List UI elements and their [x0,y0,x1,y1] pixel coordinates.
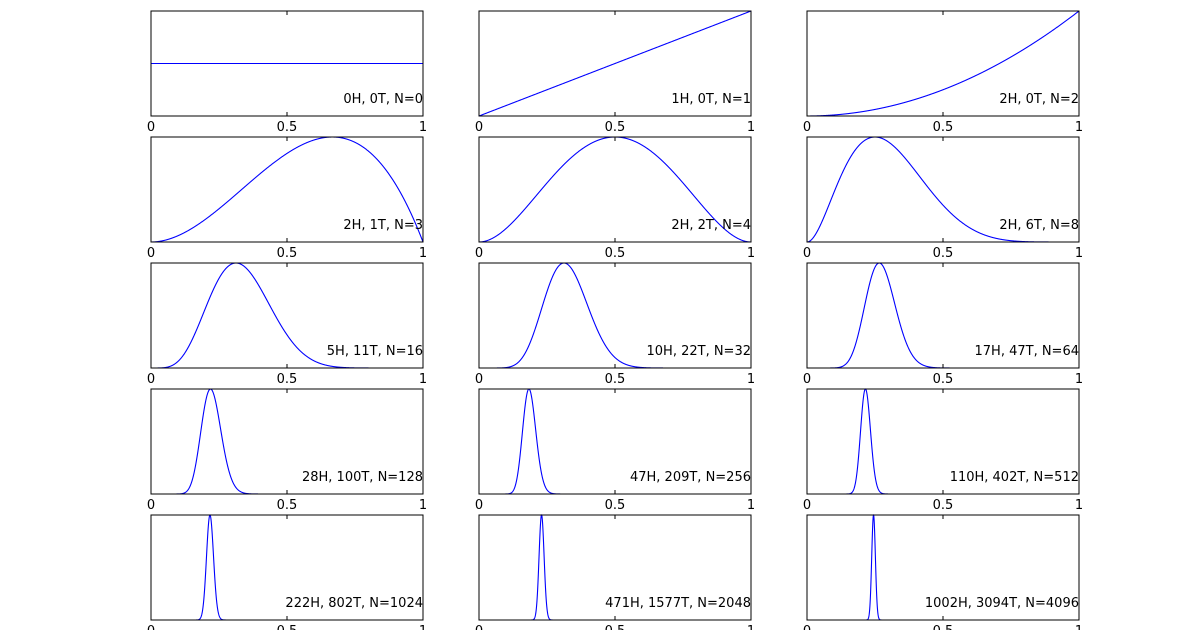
x-tick-label: 0.5 [277,498,298,513]
subplot-11: 0 0.5 1 110H, 402T, N=512 [803,388,1083,513]
subplot-1: 0 0.5 1 1H, 0T, N=1 [475,10,755,135]
x-tick-label: 0 [147,498,155,513]
subplot-label: 110H, 402T, N=512 [950,470,1079,485]
subplot-4: 0 0.5 1 2H, 2T, N=4 [475,136,755,261]
x-tick-label: 1 [747,246,755,261]
x-tick-label: 0.5 [605,372,626,387]
subplot-10: 0 0.5 1 47H, 209T, N=256 [475,388,755,513]
x-tick-label: 1 [419,120,427,135]
x-tick-label: 0 [475,624,483,630]
subplot-9: 0 0.5 1 28H, 100T, N=128 [147,388,427,513]
subplot-label: 5H, 11T, N=16 [327,344,423,359]
density-line [478,10,752,117]
x-tick-label: 1 [1075,372,1083,387]
x-tick-label: 0.5 [605,498,626,513]
x-tick-label: 1 [419,246,427,261]
x-tick-label: 1 [1075,498,1083,513]
subplot-7: 0 0.5 1 10H, 22T, N=32 [475,262,755,387]
subplot-12: 0 0.5 1 222H, 802T, N=1024 [147,514,427,630]
x-tick-label: 0.5 [933,498,954,513]
x-tick-label: 0.5 [277,246,298,261]
subplot-14: 0 0.5 1 1002H, 3094T, N=4096 [803,514,1083,630]
x-tick-label: 0.5 [933,372,954,387]
subplot-13: 0 0.5 1 471H, 1577T, N=2048 [475,514,755,630]
subplot-5: 0 0.5 1 2H, 6T, N=8 [803,136,1083,261]
x-tick-label: 0 [475,498,483,513]
x-tick-label: 1 [747,120,755,135]
x-tick-label: 0.5 [605,246,626,261]
x-tick-label: 1 [419,498,427,513]
subplot-label: 17H, 47T, N=64 [975,344,1080,359]
x-tick-label: 1 [419,624,427,630]
x-tick-label: 0 [147,372,155,387]
subplot-label: 2H, 0T, N=2 [999,92,1079,107]
x-tick-label: 0.5 [933,120,954,135]
subplot-label: 222H, 802T, N=1024 [285,596,423,611]
x-tick-label: 0 [475,372,483,387]
x-tick-label: 0.5 [277,120,298,135]
subplot-label: 471H, 1577T, N=2048 [605,596,751,611]
x-tick-label: 0.5 [605,120,626,135]
subplot-8: 0 0.5 1 17H, 47T, N=64 [803,262,1083,387]
x-tick-label: 1 [1075,120,1083,135]
x-tick-label: 1 [1075,246,1083,261]
subplot-label: 1002H, 3094T, N=4096 [925,596,1079,611]
density-line [807,10,1080,117]
x-tick-label: 0 [803,624,811,630]
x-tick-label: 0.5 [933,624,954,630]
subplot-label: 28H, 100T, N=128 [302,470,423,485]
x-tick-label: 0 [147,246,155,261]
x-tick-label: 0 [803,498,811,513]
x-tick-label: 0 [803,120,811,135]
x-tick-label: 0.5 [933,246,954,261]
subplot-label: 1H, 0T, N=1 [671,92,751,107]
subplot-label: 2H, 2T, N=4 [671,218,751,233]
subplot-3: 0 0.5 1 2H, 1T, N=3 [147,136,427,261]
subplot-label: 47H, 209T, N=256 [630,470,751,485]
x-tick-label: 0 [147,624,155,630]
subplot-6: 0 0.5 1 5H, 11T, N=16 [147,262,427,387]
x-tick-label: 0.5 [277,372,298,387]
x-tick-label: 1 [747,372,755,387]
x-tick-label: 0 [147,120,155,135]
subplot-label: 2H, 6T, N=8 [999,218,1079,233]
subplot-0: 0 0.5 1 0H, 0T, N=0 [147,10,427,135]
density-line [151,136,424,243]
x-tick-label: 1 [747,624,755,630]
subplot-label: 10H, 22T, N=32 [647,344,752,359]
x-tick-label: 0.5 [277,624,298,630]
subplot-2: 0 0.5 1 2H, 0T, N=2 [803,10,1083,135]
x-tick-label: 1 [747,498,755,513]
x-tick-label: 0 [803,372,811,387]
x-tick-label: 0 [475,120,483,135]
x-tick-label: 1 [419,372,427,387]
subplot-label: 0H, 0T, N=0 [343,92,423,107]
x-tick-label: 0 [803,246,811,261]
x-tick-label: 1 [1075,624,1083,630]
subplot-label: 2H, 1T, N=3 [343,218,423,233]
x-tick-label: 0 [475,246,483,261]
x-tick-label: 0.5 [605,624,626,630]
